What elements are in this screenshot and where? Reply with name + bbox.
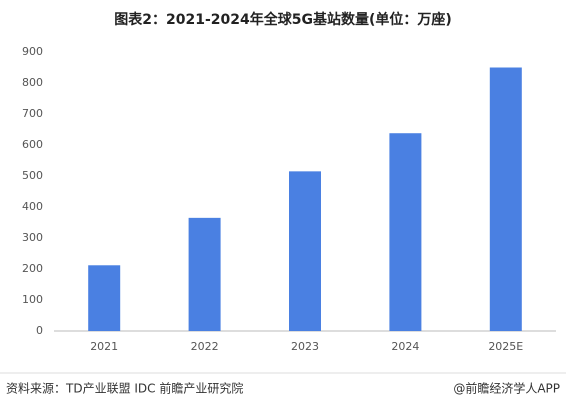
brand: @前瞻经济学人APP xyxy=(453,381,560,396)
chart-title: 图表2：2021-2024年全球5G基站数量(单位：万座) xyxy=(114,11,452,28)
bar xyxy=(389,133,422,331)
y-tick-label: 900 xyxy=(22,45,43,58)
y-tick-label: 300 xyxy=(22,231,43,244)
x-tick-label: 2024 xyxy=(391,340,419,353)
y-tick-label: 500 xyxy=(22,169,43,182)
y-tick-label: 100 xyxy=(22,293,43,306)
x-tick-label: 2022 xyxy=(191,340,219,353)
y-tick-label: 800 xyxy=(22,76,43,89)
source-note: 资料来源：TD产业联盟 IDC 前瞻产业研究院 xyxy=(6,381,243,396)
y-tick-label: 400 xyxy=(22,200,43,213)
y-tick-label: 0 xyxy=(36,324,43,337)
x-tick-label: 2025E xyxy=(488,340,523,353)
x-tick-label: 2023 xyxy=(291,340,319,353)
bar xyxy=(88,265,121,331)
bar xyxy=(489,67,522,331)
y-tick-label: 700 xyxy=(22,107,43,120)
bar xyxy=(188,217,221,331)
y-tick-label: 600 xyxy=(22,138,43,151)
x-tick-label: 2021 xyxy=(90,340,118,353)
bar xyxy=(289,171,321,331)
y-tick-label: 200 xyxy=(22,262,43,275)
